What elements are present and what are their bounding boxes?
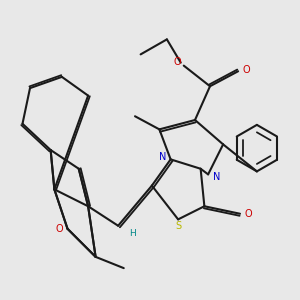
Text: O: O — [173, 57, 181, 67]
Text: O: O — [56, 224, 63, 234]
Text: H: H — [129, 230, 136, 238]
Text: O: O — [243, 65, 250, 75]
Text: S: S — [175, 221, 181, 231]
Text: N: N — [213, 172, 220, 182]
Text: O: O — [244, 209, 252, 219]
Text: N: N — [159, 152, 166, 162]
